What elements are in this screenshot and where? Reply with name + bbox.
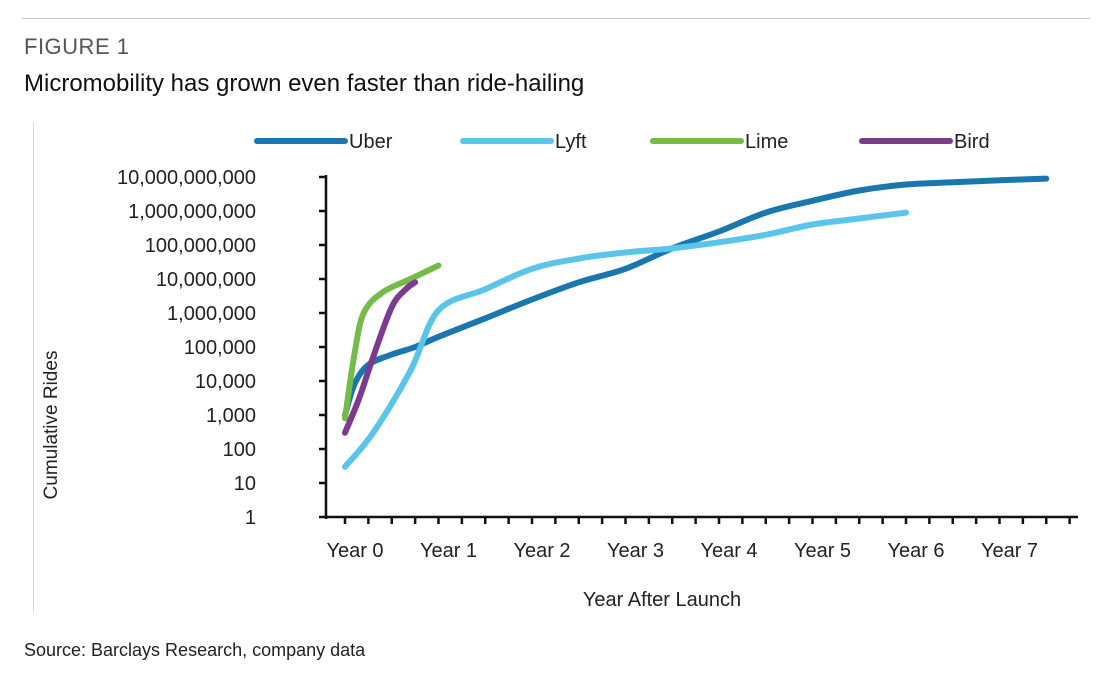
legend-label-uber: Uber: [349, 131, 393, 153]
series-line-uber: [342, 175, 1050, 418]
x-tick-label: Year 7: [981, 540, 1038, 562]
source-note: Source: Barclays Research, company data: [24, 640, 366, 660]
x-axis: Year 0 Year 1 Year 2 Year 3 Year 4 Year 5 Year…: [326, 515, 1078, 562]
figure-title: Micromobility has grown even faster than…: [24, 70, 585, 97]
left-rule: [33, 122, 34, 612]
legend: Uber Lyft Lime Bird: [254, 131, 990, 153]
x-tick-label: Year 2: [513, 540, 570, 562]
x-tick-label: Year 5: [794, 540, 851, 562]
y-tick-label: 1,000,000: [167, 303, 256, 325]
series-line-lyft: [342, 209, 909, 470]
x-tick-label: Year 1: [420, 540, 477, 562]
series-line-bird: [342, 279, 419, 436]
series-layer: [342, 175, 1050, 470]
y-axis-label: Cumulative Rides: [41, 351, 62, 500]
x-axis-label: Year After Launch: [583, 589, 741, 611]
y-tick-label: 10,000,000: [156, 269, 256, 291]
y-tick-label: 10: [234, 473, 256, 495]
x-tick-label: Year 6: [887, 540, 944, 562]
y-tick-label: 10,000,000,000: [117, 167, 256, 189]
legend-label-lime: Lime: [745, 131, 788, 153]
y-tick-label: 100: [223, 439, 256, 461]
top-rule: [22, 18, 1090, 19]
figure-label: FIGURE 1: [24, 34, 130, 59]
y-tick-label: 100,000: [184, 337, 256, 359]
y-tick-label: 1: [245, 507, 256, 529]
y-tick-label: 1,000,000,000: [128, 201, 256, 223]
y-tick-label: 1,000: [206, 405, 256, 427]
legend-label-bird: Bird: [954, 131, 990, 153]
y-tick-label: 100,000,000: [145, 235, 256, 257]
x-tick-label: Year 3: [607, 540, 664, 562]
y-tick-label: 10,000: [195, 371, 256, 393]
series-line-lime: [342, 262, 442, 422]
x-tick-label: Year 4: [700, 540, 757, 562]
x-tick-label: Year 0: [326, 540, 383, 562]
legend-label-lyft: Lyft: [555, 131, 587, 153]
y-axis: 1 10 100 1,000 10,000 100,000 1,000,000 10,000,…: [117, 167, 328, 529]
